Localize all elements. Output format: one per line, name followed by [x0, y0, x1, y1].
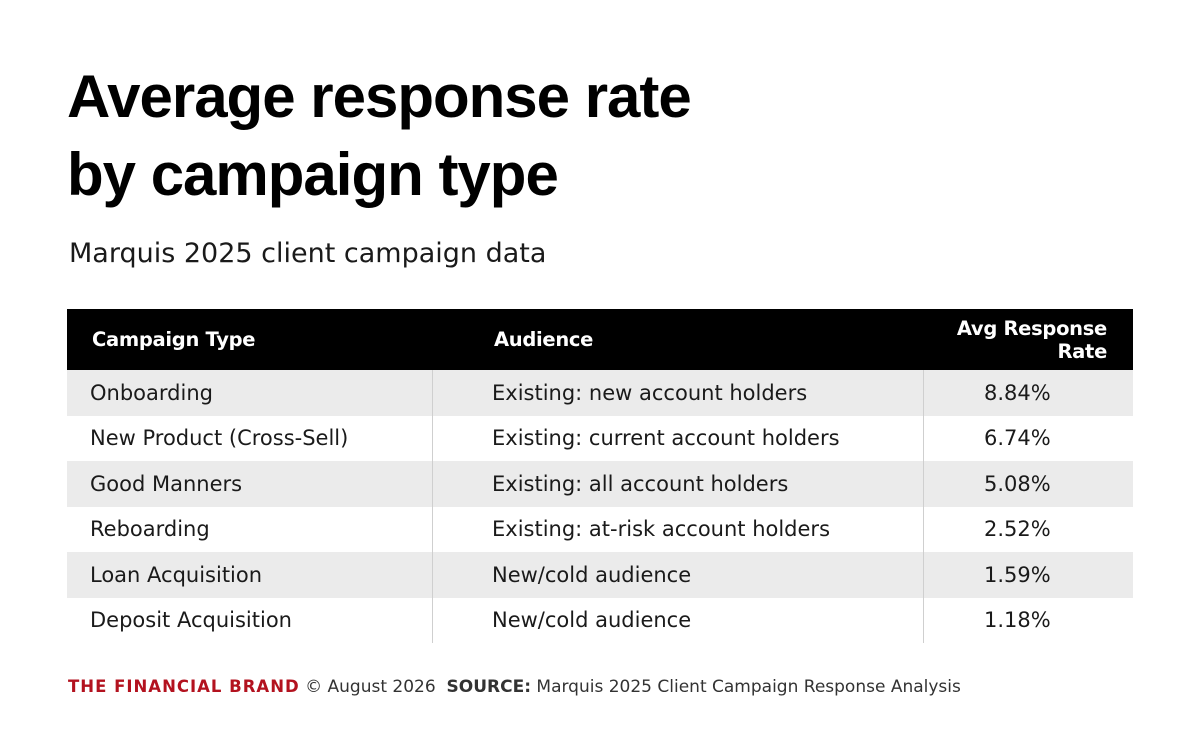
chart-title-line-2: by campaign type: [67, 141, 559, 208]
cell-response-rate: 6.74%: [923, 415, 1133, 461]
cell-campaign-type: Onboarding: [90, 380, 213, 405]
header-campaign-type: Campaign Type: [92, 328, 256, 351]
header-avg-response-rate: Avg Response Rate: [956, 316, 1107, 363]
table-row: Onboarding Existing: new account holders…: [67, 370, 1133, 416]
copyright-text: © August 2026: [305, 677, 436, 697]
cell-campaign-type: Good Manners: [90, 471, 243, 496]
table-row: Good Manners Existing: all account holde…: [67, 461, 1133, 507]
cell-campaign-type: New Product (Cross-Sell): [90, 426, 349, 451]
source-label: SOURCE:: [446, 677, 531, 697]
brand-logo: THE FINANCIAL BRAND: [68, 677, 300, 696]
table-body: Onboarding Existing: new account holders…: [67, 370, 1133, 643]
cell-response-rate: 1.59%: [923, 552, 1133, 598]
cell-audience: New/cold audience: [432, 552, 923, 598]
footer: THE FINANCIAL BRAND © August 2026 SOURCE…: [68, 677, 961, 697]
table-row: New Product (Cross-Sell) Existing: curre…: [67, 415, 1133, 461]
source-text: Marquis 2025 Client Campaign Response An…: [536, 677, 961, 697]
table-row: Deposit Acquisition New/cold audience 1.…: [67, 597, 1133, 643]
cell-audience: New/cold audience: [432, 597, 923, 643]
cell-audience: Existing: all account holders: [432, 461, 923, 507]
cell-response-rate: 5.08%: [923, 461, 1133, 507]
data-table: Campaign Type Audience Avg Response Rate…: [67, 309, 1133, 643]
cell-campaign-type: Deposit Acquisition: [90, 608, 292, 633]
header-audience: Audience: [494, 328, 594, 351]
chart-title: Average response rate by campaign type: [67, 58, 967, 214]
chart-title-line-1: Average response rate: [67, 63, 692, 130]
cell-response-rate: 1.18%: [923, 597, 1133, 643]
cell-audience: Existing: at-risk account holders: [432, 506, 923, 552]
cell-audience: Existing: current account holders: [432, 415, 923, 461]
cell-campaign-type: Loan Acquisition: [90, 562, 263, 587]
cell-campaign-type: Reboarding: [90, 517, 210, 542]
cell-response-rate: 2.52%: [923, 506, 1133, 552]
chart-subtitle: Marquis 2025 client campaign data: [69, 238, 547, 269]
table-row: Reboarding Existing: at-risk account hol…: [67, 506, 1133, 552]
cell-audience: Existing: new account holders: [432, 370, 923, 416]
table-row: Loan Acquisition New/cold audience 1.59%: [67, 552, 1133, 598]
table-header: Campaign Type Audience Avg Response Rate: [67, 309, 1133, 370]
cell-response-rate: 8.84%: [923, 370, 1133, 416]
